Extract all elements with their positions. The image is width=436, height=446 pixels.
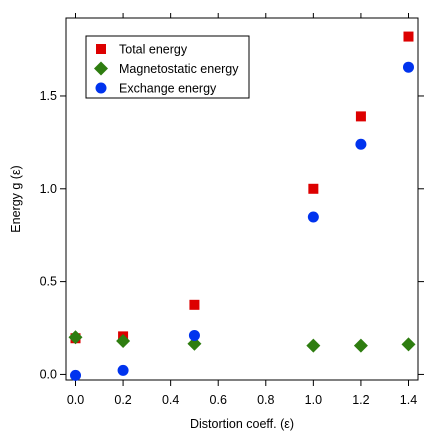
data-point: [308, 183, 319, 194]
data-point: [401, 337, 416, 352]
y-tick-label: 0.5: [40, 275, 57, 289]
data-point: [117, 364, 129, 376]
y-axis-label: Energy g (ε): [9, 165, 23, 232]
data-point: [188, 329, 200, 341]
data-point: [353, 338, 368, 353]
data-point: [187, 336, 202, 351]
data-point: [116, 334, 131, 349]
x-axis-label: Distortion coeff. (ε): [190, 417, 294, 431]
data-marks: [68, 31, 416, 381]
x-tick-label: 1.0: [305, 393, 322, 407]
legend-marker: [95, 82, 107, 94]
x-tick-label: 1.4: [400, 393, 417, 407]
data-point: [355, 111, 366, 122]
data-point: [403, 31, 414, 42]
legend-marker: [96, 44, 106, 54]
y-tick-label: 1.5: [40, 89, 57, 103]
data-point: [68, 330, 83, 345]
data-point: [306, 338, 321, 353]
y-tick-label: 0.0: [40, 367, 57, 381]
data-point: [307, 211, 319, 223]
x-tick-label: 1.2: [352, 393, 369, 407]
legend-box: [85, 35, 250, 99]
data-point: [189, 299, 200, 310]
x-axis: 0.0 0.2 0.4 0.6 0.8 1.0 1.2 1.4: [67, 13, 417, 407]
data-point: [402, 61, 414, 73]
legend: Total energy Magnetostatic energy Exchange…: [85, 35, 250, 99]
data-point: [355, 138, 367, 150]
legend-label: Exchange energy: [119, 82, 217, 96]
series-1: [68, 330, 416, 353]
data-point: [70, 369, 82, 381]
x-tick-label: 0.6: [210, 393, 227, 407]
x-tick-label: 0.8: [257, 393, 274, 407]
x-tick-label: 0.2: [114, 393, 131, 407]
legend-label: Magnetostatic energy: [119, 62, 239, 76]
x-tick-label: 0.0: [67, 393, 84, 407]
legend-label: Total energy: [119, 43, 188, 57]
plot-frame: [65, 17, 419, 381]
series-2: [70, 61, 414, 381]
x-tick-label: 0.4: [162, 393, 179, 407]
y-axis: 0.0 0.5 1.0 1.5: [40, 89, 424, 381]
y-tick-label: 1.0: [40, 182, 57, 196]
legend-marker: [94, 61, 108, 76]
